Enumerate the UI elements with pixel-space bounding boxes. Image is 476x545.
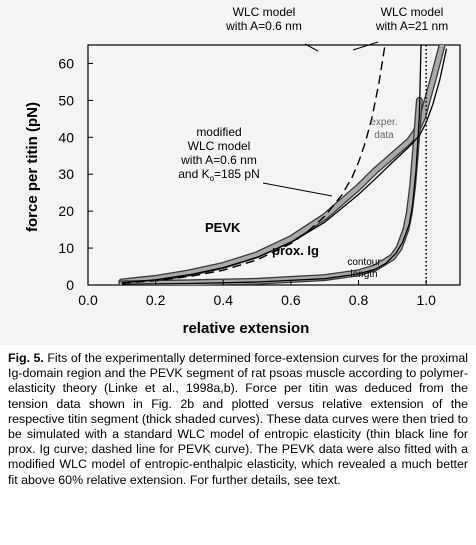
y-tick-label: 50 — [58, 92, 74, 108]
prox-ig-label: prox. Ig — [272, 243, 319, 258]
curves-layer — [118, 45, 448, 285]
x-axis-ticks: 0.0 0.2 0.4 0.6 0.8 1.0 — [78, 280, 436, 308]
modified-wlc-label-line2: WLC model — [188, 139, 251, 153]
wlc-06-label-line1: WLC model — [233, 5, 296, 19]
y-tick-label: 30 — [58, 166, 74, 182]
chart-svg: 0.0 0.2 0.4 0.6 0.8 1.0 0 10 20 30 40 50 60 WLC mod… — [24, 5, 461, 337]
wlc-21-label-line1: WLC model — [381, 5, 444, 19]
wlc-21-label-line2: with A=21 nm — [375, 19, 448, 33]
x-tick-label: 0.6 — [281, 292, 301, 308]
x-tick-label: 0.4 — [214, 292, 234, 308]
modified-wlc-model-with-a-0-6-nm-and-k0-185-pn-curve — [121, 48, 448, 284]
pevk-curve-fill — [119, 45, 445, 285]
contour-length-label-line2: length — [350, 269, 377, 280]
y-axis-label: force per titin (pN) — [24, 102, 41, 232]
wlc-model-with-a-0-6-nm-curve — [121, 45, 386, 284]
modified-wlc-leader — [262, 182, 333, 197]
wlc-06-leader — [304, 43, 319, 52]
modified-wlc-k-suffix: =185 pN — [214, 167, 260, 181]
modified-wlc-k-subscript: o — [210, 174, 215, 183]
x-tick-label: 1.0 — [416, 292, 436, 308]
pevk-curve — [118, 45, 446, 285]
figure-caption: Fig. 5. Fits of the experimentally deter… — [8, 351, 468, 488]
figure-plot: 0.0 0.2 0.4 0.6 0.8 1.0 0 10 20 30 40 50 60 WLC mod… — [0, 0, 476, 345]
exper-data-label-line2: data — [374, 130, 394, 141]
x-axis-label: relative extension — [183, 320, 310, 337]
caption-text: Fits of the experimentally determined fo… — [8, 351, 468, 487]
pevk-label: PEVK — [205, 220, 241, 235]
wlc-06-label-line2: with A=0.6 nm — [225, 19, 302, 33]
y-tick-label: 0 — [66, 277, 74, 293]
modified-wlc-label-line1: modified — [196, 125, 241, 139]
wlc-21-leader — [352, 41, 379, 51]
wlc-model-with-a-21-nm-curve — [121, 45, 422, 285]
exper-data-label-line1: exper. — [370, 117, 397, 128]
modified-wlc-label-line3: with A=0.6 nm — [180, 153, 257, 167]
y-tick-label: 60 — [58, 55, 74, 71]
y-tick-label: 40 — [58, 129, 74, 145]
x-tick-label: 0.2 — [146, 292, 166, 308]
y-axis-ticks: 0 10 20 30 40 50 60 — [58, 55, 93, 293]
x-tick-label: 0.8 — [349, 292, 369, 308]
caption-label: Fig. 5. — [8, 351, 44, 365]
y-tick-label: 20 — [58, 203, 74, 219]
modified-wlc-k-prefix: and K — [178, 167, 209, 181]
x-tick-label: 0.0 — [78, 292, 98, 308]
contour-length-label-line1: contour — [347, 257, 381, 268]
y-tick-label: 10 — [58, 240, 74, 256]
modified-wlc-label-line4: and Ko=185 pN — [178, 167, 260, 183]
